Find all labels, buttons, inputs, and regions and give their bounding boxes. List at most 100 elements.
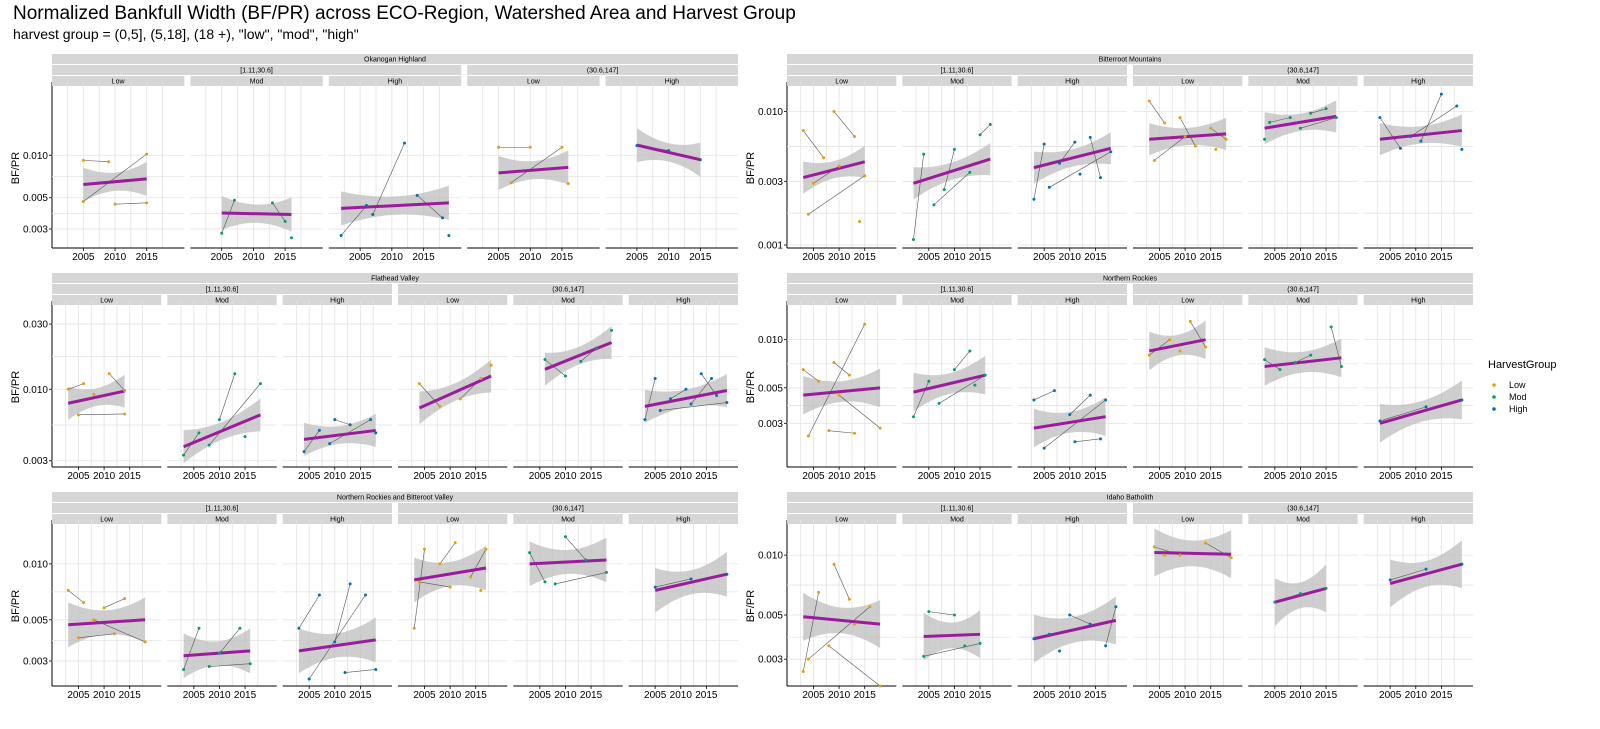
site-line [833, 111, 855, 137]
site-line [419, 581, 451, 588]
data-point [1324, 107, 1328, 111]
data-point [858, 220, 862, 224]
site-line [802, 592, 819, 672]
x-tick-label: 2005 [626, 252, 649, 263]
site-line [1390, 568, 1427, 581]
data-point [107, 160, 111, 164]
data-point [1263, 137, 1267, 141]
site-line [1330, 326, 1342, 367]
facet-high: High 2005 2010 2015 [1017, 514, 1127, 701]
data-point [963, 644, 967, 648]
group-strip [282, 514, 392, 524]
data-point [233, 372, 237, 376]
x-tick-label: 2010 [439, 690, 462, 701]
site-line [1069, 614, 1091, 625]
x-tick-label: 2005 [1033, 690, 1056, 701]
group-strip [190, 76, 323, 86]
data-point [1378, 419, 1382, 423]
site-line [808, 324, 865, 437]
group-label: High [1411, 79, 1426, 86]
data-point [689, 402, 693, 406]
site-line [308, 594, 366, 680]
site-line [78, 633, 115, 639]
x-tick-label: 2010 [1174, 690, 1197, 701]
x-tick-label: 2015 [136, 252, 159, 263]
y-tick-label: 0.010 [23, 151, 48, 162]
x-tick-label: 2015 [1084, 252, 1107, 263]
data-point [66, 387, 70, 391]
data-point [1183, 134, 1187, 138]
site-line [209, 663, 251, 667]
y-tick-label: 0.010 [23, 559, 48, 570]
data-point [806, 212, 810, 216]
x-tick-label: 2005 [72, 252, 95, 263]
panel-okanogan-highland: Okanogan Highland [1.11,30.6] (30.6,147] 0.… [10, 54, 738, 263]
trend-line [1389, 562, 1463, 585]
facet-mod: Mod 2005 2010 2015 [167, 514, 277, 701]
x-tick-label: 2015 [689, 252, 712, 263]
data-point [232, 198, 236, 202]
data-point [847, 597, 851, 601]
data-point [543, 358, 547, 362]
data-point [458, 397, 462, 401]
site-line [838, 394, 881, 429]
region-label: Okanogan Highland [364, 57, 426, 64]
data-point [579, 359, 583, 363]
x-tick-label: 2010 [943, 471, 966, 482]
group-strip [52, 76, 185, 86]
x-tick-label: 2015 [119, 471, 142, 482]
x-tick-label: 2010 [93, 690, 116, 701]
data-point [438, 562, 442, 566]
data-point [978, 133, 982, 137]
data-point [123, 412, 127, 416]
chart-subtitle: harvest group = (0,5], (5,18], (18 +), "… [13, 26, 359, 42]
site-line [183, 628, 200, 670]
site-line [803, 130, 824, 158]
legend-title: HarvestGroup [1488, 359, 1556, 371]
trend-line [1379, 398, 1463, 425]
y-axis-label: BF/PR [745, 371, 757, 403]
data-point [207, 443, 211, 447]
x-tick-label: 2015 [1315, 471, 1338, 482]
panel-bitterroot-mountains: Bitterroot Mountains [1.11,30.6] (30.6,147… [745, 54, 1473, 263]
x-tick-label: 2010 [1059, 690, 1082, 701]
data-point [698, 158, 702, 162]
facet-high: High 2005 2010 2015 [1363, 76, 1473, 263]
y-tick-label: 0.010 [758, 107, 783, 118]
data-point [81, 200, 85, 204]
data-point [837, 393, 841, 397]
x-tick-label: 2005 [802, 471, 825, 482]
group-label: Mod [215, 517, 229, 524]
data-point [1078, 172, 1082, 176]
data-point [968, 170, 972, 174]
x-tick-label: 2015 [580, 471, 603, 482]
trend-line [298, 638, 376, 653]
x-tick-label: 2010 [670, 690, 693, 701]
data-point [448, 585, 452, 589]
facet-low: Low 2005 2010 2015 [1133, 76, 1243, 263]
data-point [1099, 176, 1103, 180]
facet-high: High 2005 2010 2015 [628, 295, 738, 482]
data-point [447, 233, 451, 237]
data-point [817, 590, 821, 594]
data-point [560, 145, 564, 149]
area-label: [1.11,30.6] [941, 506, 974, 513]
group-strip [513, 514, 623, 524]
site-line [115, 202, 147, 205]
group-label: High [388, 79, 403, 86]
x-tick-label: 2015 [119, 690, 142, 701]
group-strip [628, 514, 738, 524]
area-label: [1.11,30.6] [206, 287, 239, 294]
data-point [1178, 116, 1182, 120]
facet-mod: Mod 2005 2010 2015 [1248, 295, 1358, 482]
trend-line [1264, 356, 1342, 368]
legend-label: Mod [1509, 392, 1527, 402]
region-strip [787, 492, 1473, 502]
data-point [528, 145, 532, 149]
site-line [828, 645, 881, 687]
area-label: [1.11,30.6] [941, 287, 974, 294]
site-line [334, 583, 351, 643]
data-point [1339, 364, 1343, 368]
x-tick-label: 2005 [67, 471, 90, 482]
trend-line [221, 211, 292, 217]
